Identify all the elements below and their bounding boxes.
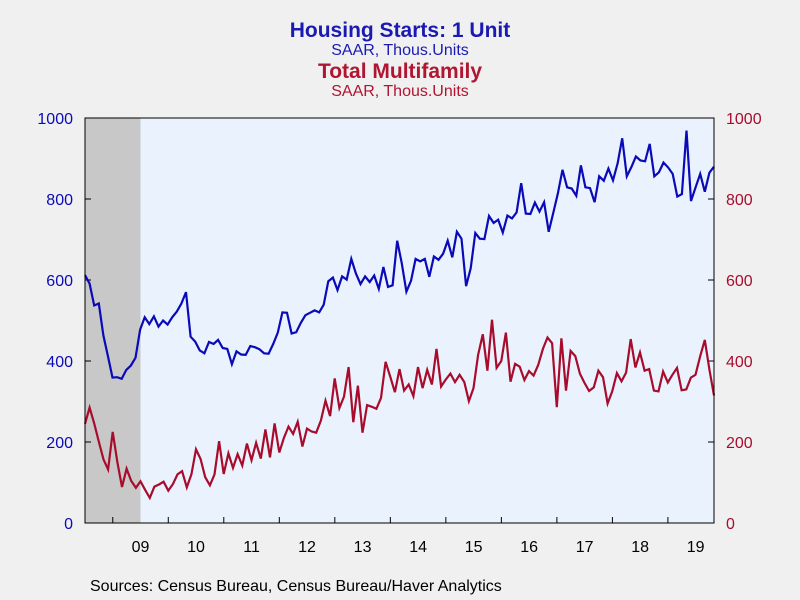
x-tick-label: 13 <box>354 539 372 556</box>
y-right-tick-label: 1000 <box>726 111 762 128</box>
plot-frame <box>84 117 715 524</box>
y-right-tick-label: 200 <box>726 435 753 452</box>
y-right-tick-label: 400 <box>726 354 753 371</box>
y-right-tick-label: 0 <box>726 516 735 533</box>
x-tick-label: 17 <box>576 539 594 556</box>
y-left-tick-label: 600 <box>46 273 73 290</box>
y-left-tick-label: 800 <box>46 192 73 209</box>
x-tick-label: 15 <box>465 539 483 556</box>
x-tick-label: 18 <box>631 539 649 556</box>
y-right-tick-label: 800 <box>726 192 753 209</box>
y-right-tick-label: 600 <box>726 273 753 290</box>
series1-title: Housing Starts: 1 Unit <box>289 19 511 42</box>
recession-shading <box>85 118 141 523</box>
source-note: Sources: Census Bureau, Census Bureau/Ha… <box>90 578 502 595</box>
series-line-housing-starts-1-unit <box>84 130 715 381</box>
plot-area <box>85 118 714 523</box>
x-tick-label: 10 <box>187 539 205 556</box>
y-left-tick-label: 200 <box>46 435 73 452</box>
x-tick-label: 16 <box>520 539 538 556</box>
x-tick-label: 12 <box>298 539 316 556</box>
x-tick-label: 19 <box>687 539 705 556</box>
x-tick-label: 11 <box>243 539 260 556</box>
x-tick-label: 14 <box>409 539 427 556</box>
chart-title-block: Housing Starts: 1 Unit SAAR, Thous.Units… <box>0 19 800 101</box>
axis-labels: 0 200 400 600 800 1000 0 200 400 600 800 1000 09 10 11… <box>37 111 761 556</box>
series2-subtitle: SAAR, Thous.Units <box>331 83 469 100</box>
series-line-total-multifamily <box>83 319 716 501</box>
series2-title: Total Multifamily <box>317 60 483 83</box>
x-tick-label: 09 <box>132 539 150 556</box>
y-left-tick-label: 0 <box>64 516 73 533</box>
y-left-tick-label: 1000 <box>37 111 73 128</box>
series1-subtitle: SAAR, Thous.Units <box>331 42 469 59</box>
y-left-tick-label: 400 <box>46 354 73 371</box>
